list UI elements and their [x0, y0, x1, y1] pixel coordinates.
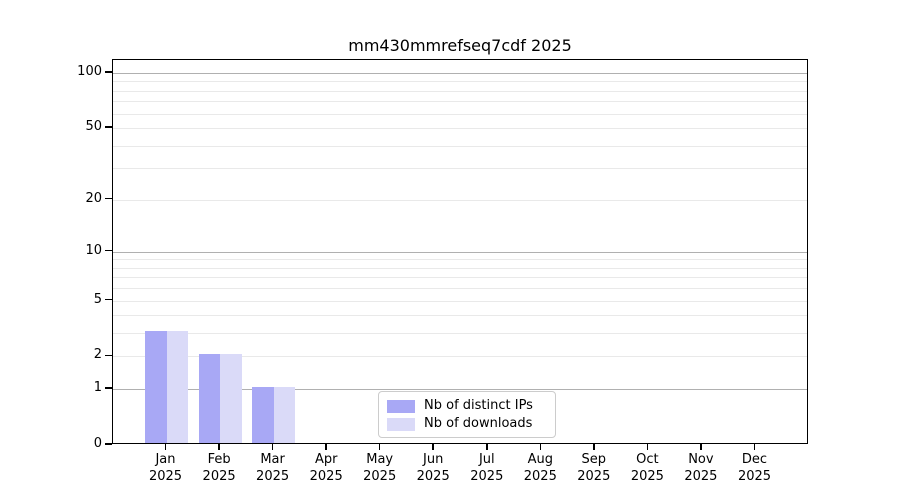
x-tick-year: 2025 [523, 469, 557, 484]
x-tick-month: Jul [478, 452, 495, 467]
x-tick-month: Mar [260, 452, 285, 467]
x-tick-month: Nov [688, 452, 714, 467]
x-tick-mark [593, 444, 595, 450]
x-tick-year: 2025 [416, 469, 450, 484]
x-tick-mark [271, 444, 274, 450]
y-tick-mark [105, 71, 112, 73]
bar-downloads-feb [220, 354, 242, 443]
gridline-minor [113, 101, 807, 103]
x-tick-label-dec: Dec 2025 [723, 451, 787, 485]
x-tick-month: Jun [423, 452, 444, 467]
legend-swatch-distinct-ips [387, 399, 415, 413]
bar-distinct-ips-mar [252, 387, 274, 443]
x-tick-mark [753, 444, 756, 450]
x-tick-label-oct: Oct 2025 [615, 451, 679, 485]
bar-downloads-mar [273, 387, 296, 443]
bar-distinct-ips-jan [145, 331, 167, 443]
gridline-major [113, 251, 807, 253]
y-tick-mark [105, 249, 112, 252]
legend: Nb of distinct IPs Nb of downloads [378, 391, 556, 438]
x-tick-mark [539, 444, 542, 450]
x-tick-label-feb: Feb 2025 [187, 451, 251, 485]
y-tick-label: 10 [85, 242, 102, 258]
gridline-minor [113, 277, 807, 279]
bar-downloads-jan [166, 331, 188, 443]
gridline-minor [113, 300, 807, 302]
x-tick-label-nov: Nov 2025 [669, 451, 733, 485]
x-tick-label-apr: Apr 2025 [294, 451, 358, 485]
gridline-minor [113, 288, 807, 290]
x-tick-label-aug: Aug 2025 [508, 451, 572, 485]
y-tick-label: 50 [85, 119, 102, 135]
gridline-minor [113, 168, 807, 170]
gridline-minor [113, 315, 807, 317]
legend-label-distinct-ips: Nb of distinct IPs [424, 398, 533, 413]
x-tick-year: 2025 [309, 469, 343, 484]
x-tick-month: Jan [155, 452, 176, 467]
y-tick-mark [105, 298, 112, 301]
gridline-minor [113, 356, 807, 358]
x-tick-year: 2025 [577, 469, 611, 484]
gridline-minor [113, 267, 807, 269]
gridline-minor [113, 113, 807, 115]
bar-distinct-ips-feb [198, 354, 221, 443]
x-tick-year: 2025 [630, 469, 664, 484]
x-tick-month: Feb [207, 452, 231, 467]
x-tick-year: 2025 [737, 469, 772, 484]
y-tick-mark [105, 126, 112, 128]
gridline-minor [113, 128, 807, 130]
x-tick-label-jan: Jan 2025 [134, 451, 198, 485]
gridline-minor [113, 145, 807, 147]
y-tick-label: 1 [93, 380, 102, 396]
x-tick-mark [325, 444, 327, 450]
gridline-minor [113, 259, 807, 261]
x-tick-month: Apr [314, 452, 338, 467]
x-tick-mark [378, 444, 381, 450]
y-tick-label: 5 [93, 291, 102, 307]
x-tick-year: 2025 [148, 469, 183, 484]
x-tick-month: May [366, 452, 394, 467]
legend-swatch-downloads [387, 417, 415, 431]
x-tick-month: Aug [527, 452, 553, 467]
x-tick-label-sep: Sep 2025 [562, 451, 626, 485]
y-tick-label: 2 [93, 347, 102, 363]
gridline-major [113, 73, 807, 74]
x-tick-year: 2025 [202, 469, 236, 484]
legend-label-downloads: Nb of downloads [424, 416, 533, 431]
x-tick-mark [700, 444, 702, 450]
plot-area [112, 59, 808, 444]
x-tick-year: 2025 [256, 469, 290, 484]
x-tick-label-jul: Jul 2025 [455, 451, 519, 485]
x-tick-month: Oct [636, 452, 659, 467]
y-tick-mark [105, 354, 112, 357]
gridline-major [113, 389, 807, 391]
x-tick-year: 2025 [470, 469, 504, 484]
x-tick-month: Sep [581, 452, 607, 467]
x-tick-label-mar: Mar 2025 [241, 451, 305, 485]
x-tick-year: 2025 [684, 469, 718, 484]
x-tick-label-may: May 2025 [348, 451, 412, 485]
y-tick-mark [105, 387, 112, 389]
y-tick-label: 100 [77, 64, 102, 79]
x-tick-label-jun: Jun 2025 [401, 451, 465, 485]
gridline-minor [113, 90, 807, 92]
x-tick-mark [164, 444, 167, 450]
y-tick-label: 20 [85, 190, 102, 206]
y-tick-label: 0 [93, 436, 102, 451]
chart-title: mm430mmrefseq7cdf 2025 [348, 36, 572, 55]
x-tick-mark [646, 444, 649, 450]
legend-item-downloads: Nb of downloads [387, 416, 547, 432]
gridline-minor [113, 81, 807, 83]
x-tick-mark [486, 444, 488, 450]
gridline-minor [113, 333, 807, 335]
x-tick-year: 2025 [363, 469, 397, 484]
gridline-minor [113, 199, 807, 201]
legend-item-distinct-ips: Nb of distinct IPs [387, 398, 547, 414]
y-tick-mark [105, 443, 112, 445]
x-tick-mark [218, 444, 220, 450]
x-tick-month: Dec [741, 452, 768, 467]
x-tick-mark [432, 444, 434, 450]
y-tick-mark [105, 197, 112, 200]
